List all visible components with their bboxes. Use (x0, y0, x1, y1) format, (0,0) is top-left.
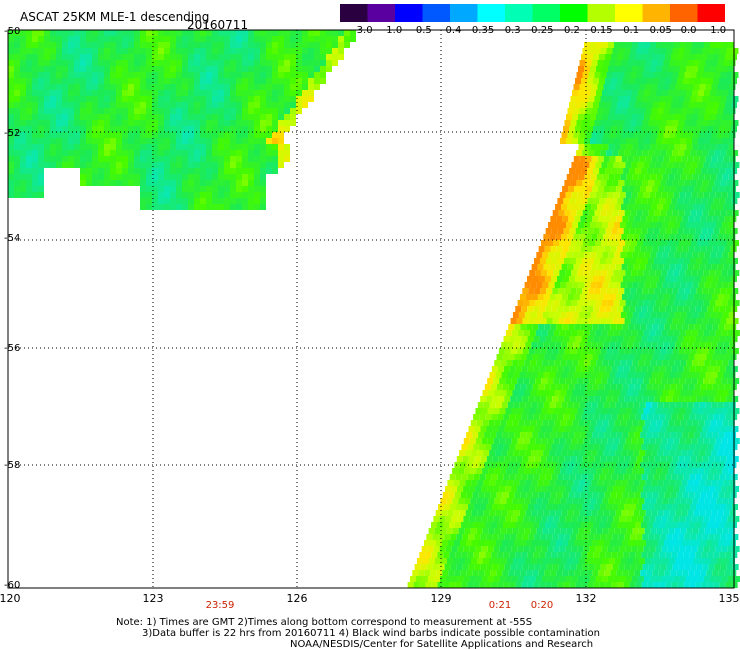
time-label: 23:59 (205, 600, 235, 611)
colorbar-segment (505, 4, 534, 22)
colorbar (340, 4, 725, 22)
colorbar-segment (367, 4, 396, 22)
lon-label: 123 (142, 592, 164, 605)
time-label: 0:20 (530, 600, 554, 611)
lat-label: -54 (4, 233, 21, 244)
lat-label: -56 (4, 343, 21, 354)
time-label: 0:21 (488, 600, 512, 611)
colorbar-segment (642, 4, 671, 22)
colorbar-segment (670, 4, 699, 22)
colorbar-segment (560, 4, 589, 22)
note-line-2: 3)Data buffer is 22 hrs from 20160711 4)… (142, 628, 600, 639)
colorbar-segment (395, 4, 424, 22)
colorbar-segment (422, 4, 451, 22)
note-line-3: NOAA/NESDIS/Center for Satellite Applica… (290, 639, 594, 650)
colorbar-segment (532, 4, 561, 22)
lat-label: -52 (4, 128, 21, 139)
note-line-1: Note: 1) Times are GMT 2)Times along bot… (116, 617, 533, 628)
lon-label: 126 (286, 592, 308, 605)
lon-label: 120 (0, 592, 21, 605)
colorbar-segment (697, 4, 725, 22)
colorbar-segment (477, 4, 506, 22)
lat-label: -60 (4, 580, 21, 591)
colorbar-segment (340, 4, 369, 22)
lat-label: -50 (4, 26, 21, 37)
colorbar-segment (615, 4, 644, 22)
chart-date: 20160711 (187, 18, 249, 32)
lon-label: 129 (430, 592, 452, 605)
lat-label: -58 (4, 460, 21, 471)
lon-label: 135 (718, 592, 740, 605)
colorbar-segment (587, 4, 616, 22)
lon-label: 132 (575, 592, 597, 605)
chart-title: ASCAT 25KM MLE-1 descending (20, 10, 210, 24)
colorbar-segment (450, 4, 479, 22)
